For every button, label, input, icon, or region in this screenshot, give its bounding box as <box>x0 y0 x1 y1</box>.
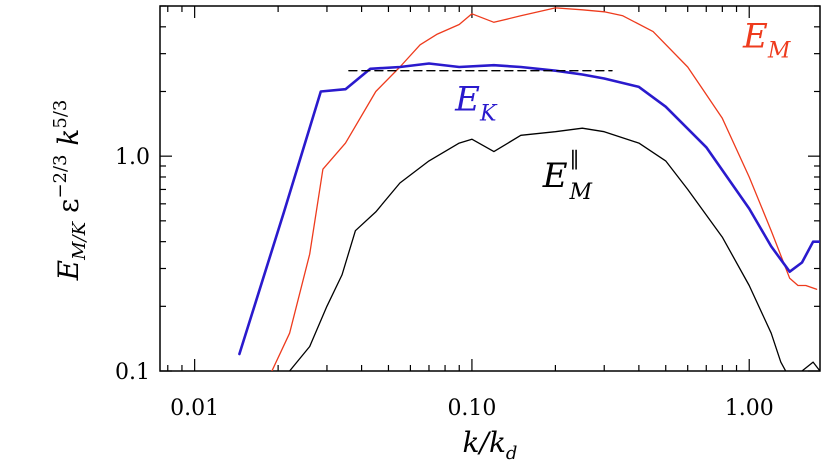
axis-ticks: 0.01 0.10 1.00 0.1 1.0 <box>115 5 820 421</box>
y-tick-label: 1.0 <box>115 145 150 170</box>
label-e-m: EM <box>742 17 791 64</box>
x-axis-label: k/kd <box>463 426 518 461</box>
x-tick-label: 0.01 <box>170 396 219 421</box>
x-tick-label: 0.10 <box>447 396 496 421</box>
curve-labels: EM EK E ‖ M <box>454 17 791 205</box>
plot-frame <box>159 5 821 372</box>
series-e-m <box>271 7 818 371</box>
label-e-m-parallel: E ‖ M <box>542 146 593 205</box>
series-e-m-parallel <box>288 127 820 371</box>
data-curves <box>238 7 820 371</box>
x-tick-label: 1.00 <box>725 396 774 421</box>
label-e-k: EK <box>454 80 498 127</box>
y-tick-label: 0.1 <box>115 360 150 385</box>
y-axis-label: EM/K ε−2/3 k5/3 <box>50 100 90 282</box>
series-e-k <box>238 62 820 356</box>
axis-titles: k/kd EM/K ε−2/3 k5/3 <box>50 100 517 461</box>
